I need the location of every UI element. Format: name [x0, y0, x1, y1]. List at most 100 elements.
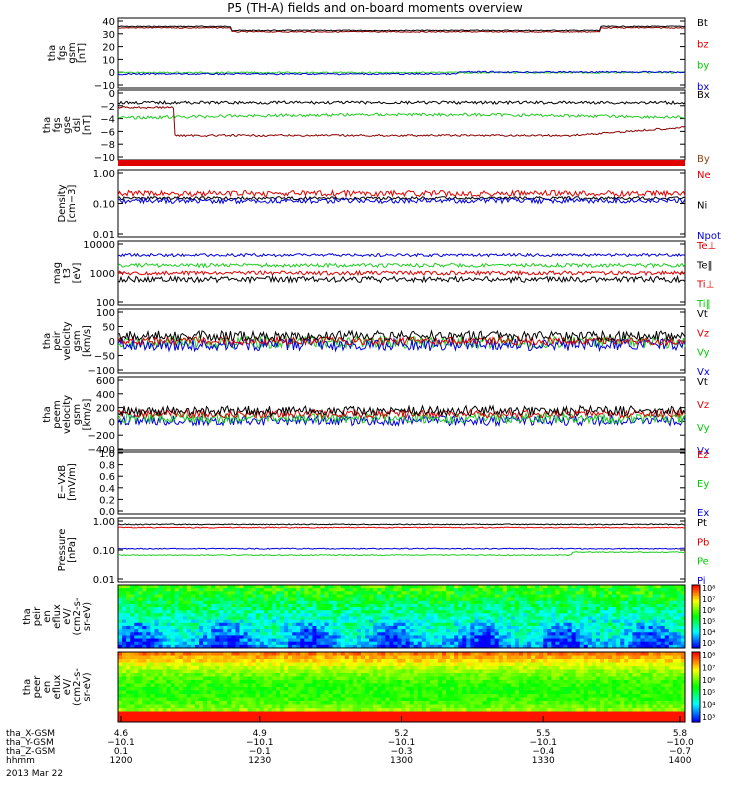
heatmap-cell	[182, 594, 188, 599]
heatmap-cell	[134, 662, 139, 667]
heatmap-cell	[648, 632, 654, 636]
heatmap-cell	[373, 588, 378, 592]
heatmap-cell	[332, 616, 338, 621]
heatmap-cell	[470, 652, 475, 656]
heatmap-cell	[126, 585, 131, 589]
heatmap-cell	[644, 613, 650, 617]
heatmap-cell	[373, 594, 378, 599]
heatmap-cell	[458, 585, 463, 589]
heatmap-cell	[547, 652, 552, 656]
heatmap-cell	[599, 655, 605, 660]
heatmap-cell	[280, 597, 285, 602]
heatmap-cell	[433, 638, 439, 643]
heatmap-cell	[231, 683, 236, 688]
heatmap-cell	[203, 676, 208, 681]
heatmap-cell	[555, 625, 560, 630]
heatmap-cell	[425, 613, 431, 617]
heatmap-cell	[401, 625, 407, 630]
heatmap-cell	[194, 666, 200, 670]
heatmap-cell	[543, 644, 548, 649]
heatmap-cell	[259, 632, 265, 636]
heatmap-cell	[474, 613, 479, 617]
heatmap-cell	[344, 632, 350, 636]
heatmap-cell	[190, 597, 196, 602]
colorbar-label: 10⁶	[702, 606, 715, 615]
heatmap-cell	[583, 669, 589, 674]
heatmap-cell	[373, 629, 378, 633]
heatmap-cell	[158, 635, 164, 640]
heatmap-cell	[587, 673, 593, 677]
heatmap-cell	[304, 680, 309, 684]
heatmap-cell	[138, 669, 143, 674]
heatmap-cell	[130, 629, 135, 633]
heatmap-cell	[150, 619, 155, 624]
heatmap-cell	[640, 662, 645, 667]
heatmap-cell	[166, 591, 172, 595]
heatmap-cell	[417, 588, 423, 592]
heatmap-cell	[421, 607, 427, 611]
heatmap-cell	[304, 655, 309, 660]
heatmap-cell	[575, 632, 581, 636]
heatmap-cell	[271, 629, 277, 633]
heatmap-cell	[150, 603, 155, 608]
heatmap-cell	[174, 622, 180, 627]
heatmap-cell	[308, 603, 313, 608]
colorbar-cell	[692, 638, 700, 641]
heatmap-cell	[296, 687, 301, 691]
heatmap-cell	[458, 652, 463, 656]
heatmap-cell	[458, 616, 463, 621]
heatmap-cell	[215, 625, 220, 630]
heatmap-cell	[150, 635, 155, 640]
heatmap-cell	[150, 629, 155, 633]
heatmap-cell	[369, 610, 374, 614]
heatmap-cell	[660, 694, 666, 698]
heatmap-cell	[429, 690, 435, 695]
heatmap-cell	[243, 690, 249, 695]
heatmap-cell	[344, 662, 350, 667]
heatmap-cell	[344, 687, 350, 691]
heatmap-cell	[571, 659, 577, 663]
heatmap-cell	[154, 680, 159, 684]
heatmap-cell	[571, 603, 577, 608]
heatmap-cell	[628, 625, 633, 630]
series-Ti-perp	[117, 252, 686, 258]
heatmap-cell	[146, 690, 151, 695]
heatmap-cell	[365, 600, 370, 605]
heatmap-cell	[523, 597, 528, 602]
heatmap-cell	[474, 690, 479, 695]
heatmap-cell	[340, 619, 346, 624]
heatmap-cell	[433, 676, 439, 681]
heatmap-cell	[219, 690, 224, 695]
heatmap-cell	[300, 694, 305, 698]
heatmap-cell	[340, 644, 346, 649]
heatmap-cell	[377, 655, 382, 660]
heatmap-cell	[280, 629, 285, 633]
heatmap-cell	[219, 669, 224, 674]
heatmap-cell	[462, 597, 467, 602]
heatmap-cell	[531, 687, 536, 691]
heatmap-cell	[300, 641, 305, 646]
series-Vx	[117, 413, 686, 428]
heatmap-cell	[608, 588, 613, 592]
heatmap-cell	[158, 588, 164, 592]
heatmap-cell	[365, 585, 370, 589]
heatmap-cell	[551, 673, 556, 677]
heatmap-cell	[344, 616, 350, 621]
heatmap-cell	[312, 594, 317, 599]
heatmap-cell	[421, 632, 427, 636]
heatmap-cell	[223, 638, 228, 643]
heatmap-cell	[207, 676, 212, 681]
heatmap-cell	[263, 613, 269, 617]
heatmap-cell	[437, 588, 443, 592]
heatmap-cell	[421, 635, 427, 640]
heatmap-cell	[442, 683, 447, 688]
heatmap-cell	[632, 629, 637, 633]
heatmap-cell	[575, 616, 581, 621]
heatmap-cell	[510, 697, 516, 702]
heatmap-cell	[446, 644, 451, 649]
heatmap-cell	[510, 666, 516, 670]
y-tick-label: −100	[88, 366, 115, 377]
heatmap-cell	[300, 629, 305, 633]
heatmap-cell	[300, 638, 305, 643]
heatmap-cell	[130, 680, 135, 684]
